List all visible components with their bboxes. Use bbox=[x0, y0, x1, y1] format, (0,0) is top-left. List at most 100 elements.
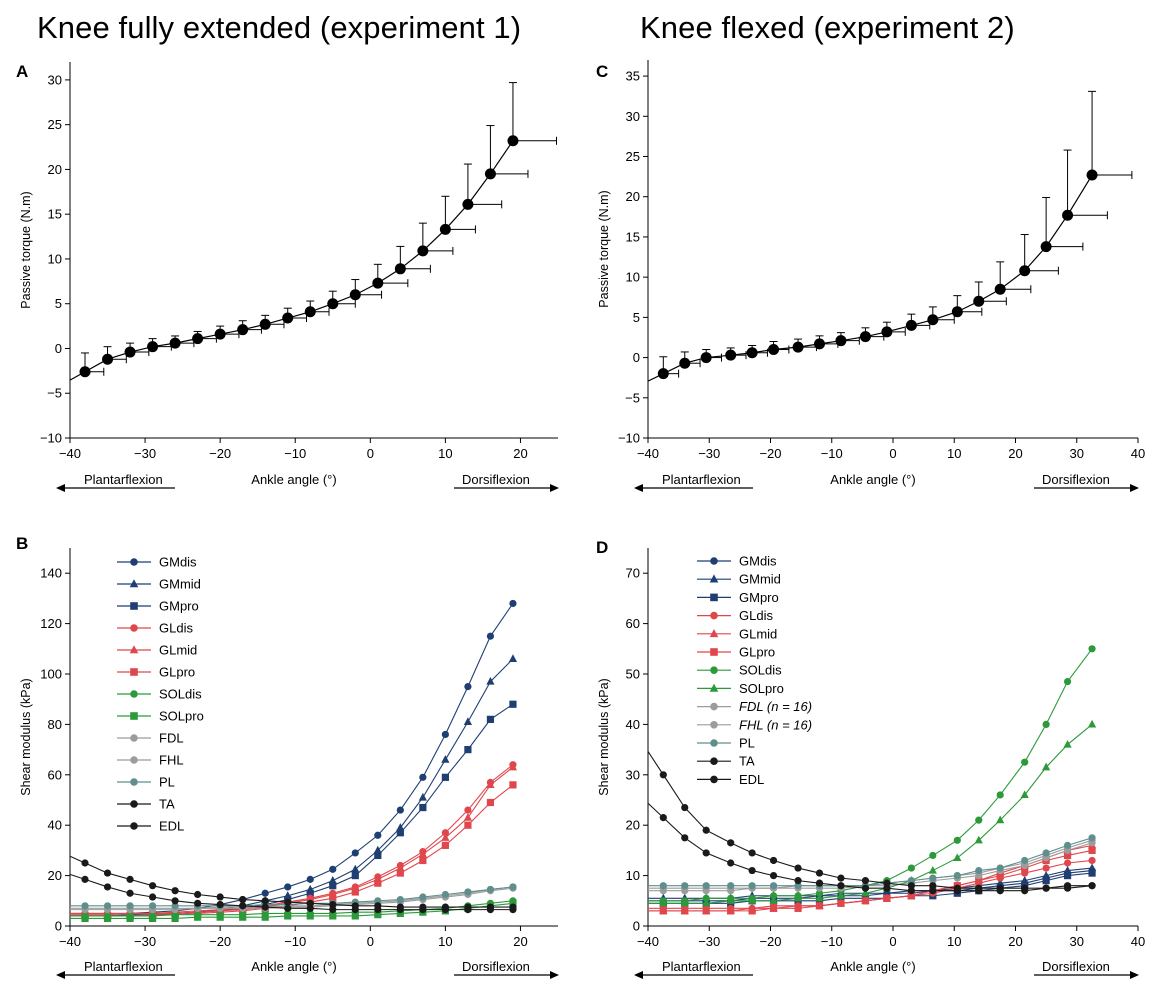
panel-d-data-point bbox=[1042, 871, 1051, 879]
panel-d-data-point bbox=[769, 896, 778, 904]
panel-d-x-tick-label: −10 bbox=[821, 934, 843, 949]
panel-b-data-point bbox=[441, 755, 450, 763]
panel-d-data-point bbox=[1042, 720, 1050, 729]
panel-d-data-point bbox=[1088, 882, 1096, 890]
panel-c-dorsiflexion-label: Dorsiflexion bbox=[1042, 472, 1110, 487]
panel-b-data-point bbox=[171, 897, 179, 905]
panel-c-data-point bbox=[746, 347, 758, 359]
panel-b-data-point bbox=[509, 883, 517, 891]
panel-d-data-point bbox=[974, 835, 983, 844]
panel-d-data-point bbox=[928, 865, 937, 874]
panel-d-data-point bbox=[769, 872, 778, 880]
panel-d-data-point bbox=[681, 834, 689, 842]
panel-b-series-edl bbox=[69, 873, 517, 914]
panel-c-x-tick-label: 0 bbox=[889, 446, 896, 461]
panel-c-x-tick-label: −40 bbox=[637, 446, 659, 461]
panel-b-data-point bbox=[171, 887, 179, 895]
panel-d-data-point bbox=[1042, 884, 1050, 892]
panel-b-data-point bbox=[261, 897, 269, 905]
panel-d-series-solpro bbox=[648, 719, 1097, 907]
panel-d-y-tick-label: 70 bbox=[626, 566, 640, 581]
title-right: Knee flexed (experiment 2) bbox=[640, 10, 1015, 45]
panel-b-data-point bbox=[509, 899, 517, 907]
panel-b-dorsiflexion-arrowhead bbox=[550, 971, 559, 979]
panel-d-x-tick-label: 10 bbox=[947, 934, 961, 949]
panel-a-data-point bbox=[124, 346, 136, 358]
panel-d-data-point bbox=[748, 866, 756, 875]
panel-a-x-tick-label: 0 bbox=[367, 446, 374, 461]
panel-d-data-point bbox=[794, 904, 802, 912]
panel-b-legend-label: GLmid bbox=[159, 643, 197, 658]
panel-b-legend-label: GMdis bbox=[159, 555, 197, 570]
panel-c-data-point bbox=[700, 352, 712, 364]
panel-d-legend-marker bbox=[710, 757, 718, 765]
panel-b-data-point bbox=[306, 875, 314, 883]
panel-b-data-point bbox=[329, 912, 337, 920]
panel-d-legend-label: GMpro bbox=[739, 590, 779, 605]
panel-b-data-point bbox=[306, 899, 314, 907]
panel-d-data-point bbox=[907, 882, 915, 890]
panel-d-data-point bbox=[1087, 719, 1097, 728]
panel-c-y-tick-label: 0 bbox=[633, 350, 640, 365]
panel-c-x-tick-label: −20 bbox=[759, 446, 781, 461]
panel-b-legend-label: SOLpro bbox=[159, 709, 204, 724]
panel-d-legend-label: FDL (n = 16) bbox=[739, 699, 812, 714]
panel-d-data-point bbox=[659, 898, 668, 907]
panel-b-y-tick-label: 140 bbox=[40, 566, 62, 581]
panel-b-legend-label: FDL bbox=[159, 731, 184, 746]
panel-a-torque-series bbox=[69, 82, 557, 381]
panel-d-data-point bbox=[861, 897, 870, 905]
panel-b-data-point bbox=[419, 893, 427, 901]
panel-a-data-point bbox=[192, 333, 204, 345]
panel-b-data-point bbox=[486, 780, 495, 788]
panel-d-data-point bbox=[748, 882, 756, 890]
panel-b-data-point bbox=[126, 889, 134, 897]
panel-d-data-point bbox=[883, 884, 891, 892]
panel-d-data-point bbox=[680, 898, 689, 907]
panel-b-x-tick-label: 20 bbox=[513, 934, 527, 949]
panel-c-y-tick-label: 15 bbox=[626, 229, 640, 244]
panel-b-data-point bbox=[306, 912, 314, 920]
panel-d-data-point bbox=[659, 771, 667, 779]
panel-c-data-point bbox=[679, 357, 691, 369]
panel-d-dorsiflexion-arrowhead bbox=[1130, 971, 1139, 979]
panel-c-data-point bbox=[927, 314, 939, 326]
panel-b-series-line bbox=[70, 658, 514, 917]
panel-b-data-point bbox=[509, 781, 517, 789]
panel-d-x-tick-label: 30 bbox=[1070, 934, 1084, 949]
panel-a-data-point bbox=[304, 306, 316, 318]
panel-d-data-point bbox=[794, 882, 802, 890]
panel-d-data-point bbox=[1088, 834, 1096, 842]
panel-b-series-ta bbox=[69, 855, 517, 911]
panel-b-data-point bbox=[486, 676, 495, 685]
panel-a-data-point bbox=[507, 135, 519, 147]
panel-b-data-point bbox=[239, 902, 247, 910]
panel-d-data-point bbox=[1021, 758, 1029, 766]
panel-b-data-point bbox=[216, 893, 224, 901]
panel-b-data-point bbox=[81, 914, 89, 923]
panel-a-y-tick-label: 10 bbox=[48, 251, 62, 266]
panel-b-data-point bbox=[103, 914, 112, 923]
panel-b-data-point bbox=[486, 906, 495, 914]
panel-b-legend-marker bbox=[130, 734, 138, 742]
panel-d-data-point bbox=[681, 882, 689, 890]
panel-d-data-point bbox=[1087, 863, 1097, 872]
panel-b-data-point bbox=[374, 879, 382, 887]
panel-d-data-point bbox=[953, 836, 961, 844]
panel-d-data-point bbox=[815, 893, 824, 902]
panel-a-y-tick-label: 25 bbox=[48, 117, 62, 132]
panel-d-data-point bbox=[769, 882, 778, 890]
panel-d-y-tick-label: 30 bbox=[626, 767, 640, 782]
panel-b-x-tick-label: −30 bbox=[134, 934, 156, 949]
panel-a-y-tick-label: 5 bbox=[55, 296, 62, 311]
panel-b-data-point bbox=[464, 683, 472, 691]
panel-a-data-point bbox=[147, 341, 159, 353]
panel-d-y-tick-label: 40 bbox=[626, 717, 640, 732]
panel-d-data-point bbox=[883, 879, 891, 887]
panel-d-data-point bbox=[996, 815, 1005, 824]
panel-b-data-point bbox=[261, 889, 269, 897]
panel-d-data-point bbox=[1088, 846, 1096, 854]
panel-d-data-point bbox=[861, 888, 870, 897]
panel-d-legend-label: GMmid bbox=[739, 572, 781, 587]
panel-d-data-point bbox=[929, 851, 937, 860]
